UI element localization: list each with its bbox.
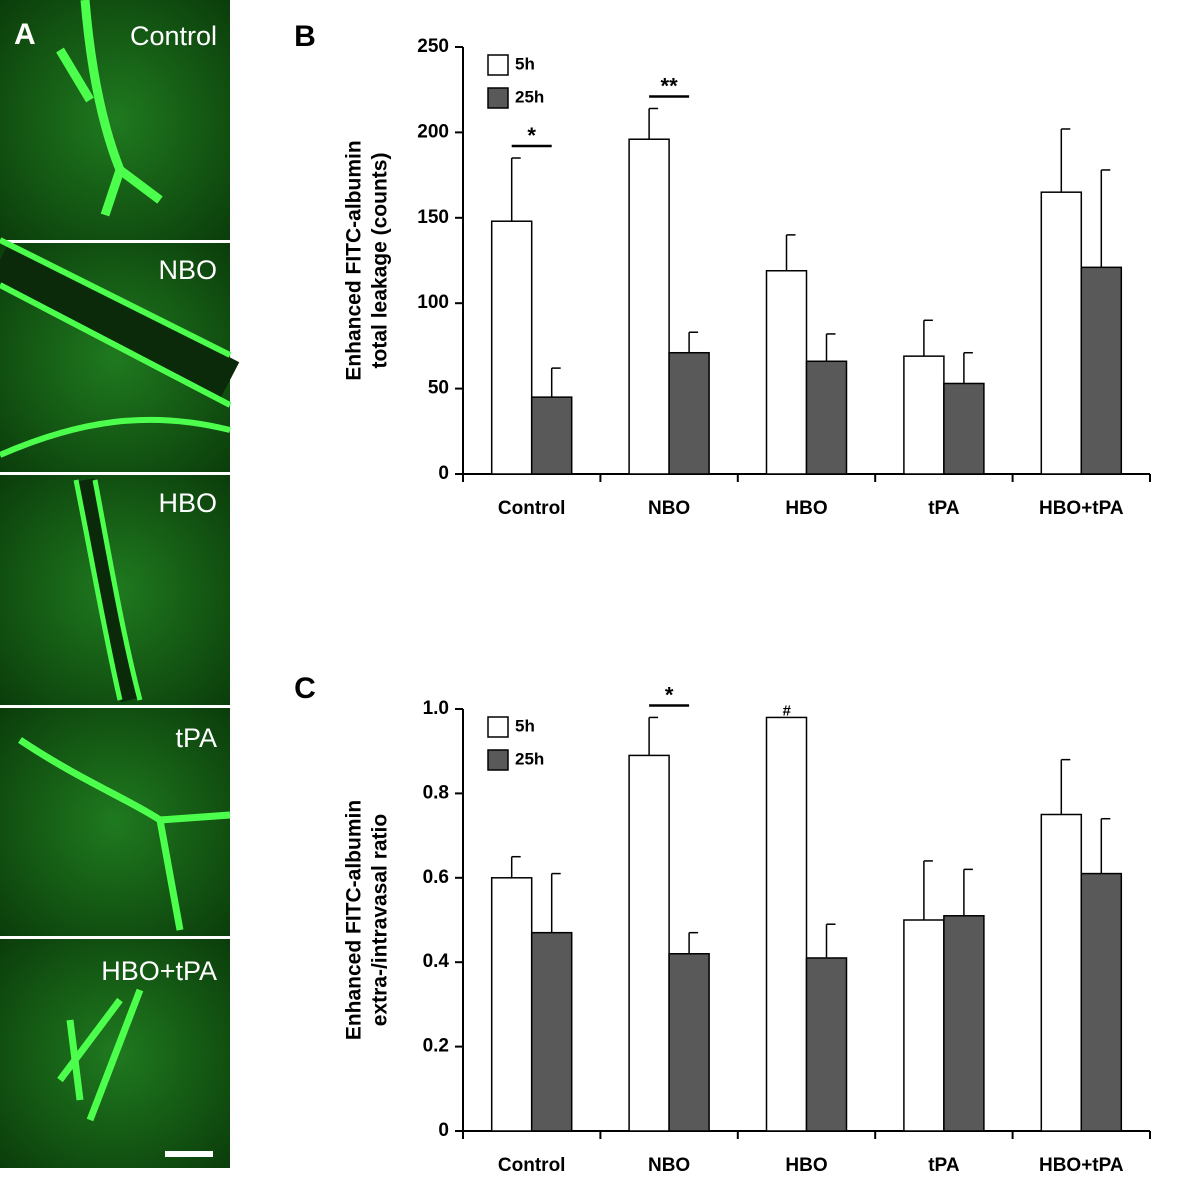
y-tick-label: 100 [417,292,449,313]
scale-bar [165,1151,213,1157]
bar [668,351,710,475]
legend-swatch [487,716,509,738]
y-tick-label: 0.4 [423,951,450,972]
vessel [0,237,232,458]
x-tick-label: tPA [928,498,960,519]
bar [903,355,945,475]
panel-label: B [294,20,316,53]
significance-mark: ** [661,73,679,98]
bar [805,957,848,1132]
bar [490,220,533,475]
x-tick-label: Control [498,1155,566,1176]
x-tick-label: Control [498,498,566,519]
image-label: Control [130,21,217,51]
x-tick-label: HBO+tPA [1039,498,1124,519]
y-tick-label: 0 [438,463,449,484]
panel-label: C [294,672,316,705]
panel-label: A [14,18,36,51]
image-label: HBO [158,488,217,518]
y-tick-label: 50 [428,378,449,399]
bar [628,138,670,475]
image-label: NBO [158,255,217,285]
bar [1080,266,1123,475]
bar [765,269,808,475]
significance-mark: * [665,682,674,707]
vessel [18,737,231,931]
bar [1040,813,1083,1132]
vessel [57,988,144,1122]
bar [530,931,573,1132]
legend-label: 25h [515,749,544,768]
x-tick-label: HBO [785,498,827,519]
panel-a: A Control NBO HBO tPA HBO+tPA [0,0,240,1168]
bar [530,396,573,475]
micrograph [0,0,230,240]
y-axis-title: extra-/intravasal ratio [369,814,392,1026]
bar [903,919,945,1132]
legend-swatch [487,749,509,771]
image-label: HBO+tPA [101,956,217,986]
bar [1080,872,1123,1132]
bar [1040,191,1083,475]
x-tick-label: HBO+tPA [1039,1155,1124,1176]
x-tick-label: HBO [785,1155,827,1176]
vessel [56,0,163,217]
bar [490,877,533,1132]
bar [765,716,808,1132]
significance-mark: * [527,123,536,148]
y-tick-label: 1.0 [423,698,449,719]
image-label: tPA [175,723,217,753]
vessel [73,479,143,701]
y-tick-label: 0 [438,1120,449,1141]
y-tick-label: 0.2 [423,1036,449,1057]
y-axis-title: total leakage (counts) [369,153,392,369]
micrograph [0,708,230,936]
legend-label: 25h [515,87,544,106]
bar [628,754,670,1132]
y-tick-label: 200 [417,121,449,142]
y-axis-title: Enhanced FITC-albumin [343,800,366,1040]
bar [943,382,985,475]
x-tick-label: NBO [648,498,690,519]
x-tick-label: tPA [928,1155,960,1176]
bar [668,953,710,1132]
y-tick-label: 150 [417,207,449,228]
bar [805,360,848,475]
significance-mark: # [782,702,791,719]
y-tick-label: 0.8 [423,782,449,803]
x-tick-label: NBO [648,1155,690,1176]
legend-swatch [487,87,509,109]
legend-swatch [487,54,509,76]
y-tick-label: 0.6 [423,867,449,888]
y-tick-label: 250 [417,36,449,57]
legend-label: 5h [515,716,535,735]
y-axis-title: Enhanced FITC-albumin [343,140,366,380]
bar [943,915,985,1132]
legend-label: 5h [515,54,535,73]
